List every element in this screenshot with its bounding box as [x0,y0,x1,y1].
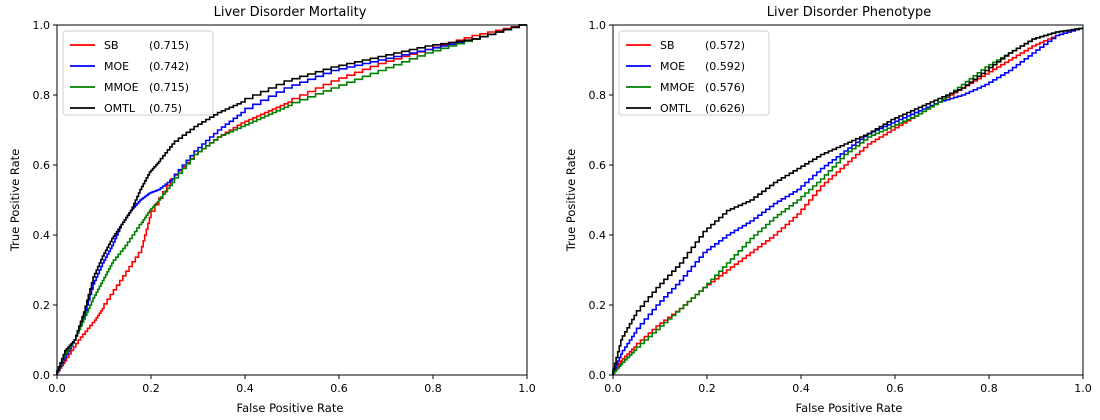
legend-series-name: SB [104,39,119,52]
series-line-omtl [612,27,1083,375]
y-tick-label: 0.8 [33,89,51,102]
legend-series-name: MOE [104,60,129,73]
x-tick-label: 0.6 [886,382,904,395]
chart-title: Liver Disorder Phenotype [767,5,932,20]
x-tick-label: 0.4 [236,382,254,395]
y-tick-label: 0.2 [589,299,607,312]
series-lines [56,24,527,375]
x-tick-label: 0.2 [142,382,160,395]
x-tick-label: 1.0 [1074,382,1092,395]
legend: SB (0.572) MOE (0.592) MMOE (0.576) OMTL (0.626… [618,30,770,116]
y-axis-label: True Positive Rate [8,149,22,252]
legend-series-name: MMOE [104,81,139,94]
y-tick-label: 1.0 [589,19,607,32]
x-tick-label: 0.6 [330,382,348,395]
roc-panel-mortality: Liver Disorder Mortality False Positive … [8,5,536,415]
y-tick-label: 0.6 [589,159,607,172]
legend-auc-value: (0.572) [705,39,745,52]
legend-auc-value: (0.742) [149,60,189,73]
y-tick-label: 0.0 [33,369,51,382]
x-axis-label: False Positive Rate [796,401,903,415]
legend-box [62,30,214,116]
x-tick-label: 0.8 [424,382,442,395]
x-tick-label: 0.2 [698,382,716,395]
roc-panel-phenotype: Liver Disorder Phenotype False Positive … [564,5,1092,415]
legend-auc-value: (0.592) [705,60,745,73]
y-tick-label: 0.4 [33,229,51,242]
series-line-mmoe [56,24,527,375]
legend-auc-value: (0.715) [149,39,189,52]
series-line-omtl [56,24,527,375]
y-tick-label: 0.8 [589,89,607,102]
y-tick-label: 1.0 [33,19,51,32]
legend-series-name: MOE [660,60,685,73]
legend-series-name: SB [660,39,675,52]
plot-frame [612,24,1084,376]
legend-series-name: MMOE [660,81,695,94]
series-line-moe [56,24,527,375]
x-tick-label: 1.0 [518,382,536,395]
y-tick-label: 0.6 [33,159,51,172]
legend-auc-value: (0.75) [149,102,182,115]
x-tick-label: 0.0 [48,382,66,395]
x-tick-label: 0.0 [604,382,622,395]
legend-series-name: OMTL [660,102,692,115]
legend-auc-value: (0.576) [705,81,745,94]
y-tick-label: 0.2 [33,299,51,312]
series-lines [612,27,1083,375]
legend: SB (0.715) MOE (0.742) MMOE (0.715) OMTL (0.75) [62,30,214,116]
legend-series-name: OMTL [104,102,136,115]
legend-auc-value: (0.626) [705,102,745,115]
series-line-moe [612,27,1083,375]
x-tick-label: 0.4 [792,382,810,395]
x-axis-label: False Positive Rate [237,401,344,415]
legend-box [618,30,770,116]
chart-title: Liver Disorder Mortality [214,5,367,20]
y-axis-label: True Positive Rate [564,149,578,252]
legend-auc-value: (0.715) [149,81,189,94]
y-tick-label: 0.4 [589,229,607,242]
y-tick-label: 0.0 [589,369,607,382]
x-tick-label: 0.8 [980,382,998,395]
plot-frame [56,24,528,376]
